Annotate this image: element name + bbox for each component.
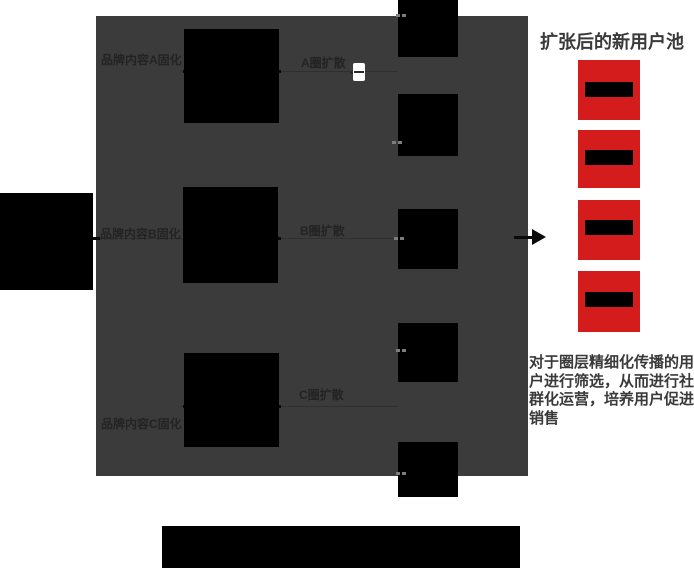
- redacted-label-bar: [585, 150, 633, 165]
- user-pool-box: [578, 130, 640, 188]
- spread-label-b: B圈扩散: [300, 224, 345, 238]
- diffusion-node: [398, 209, 458, 269]
- diffusion-panel: [96, 16, 528, 476]
- redacted-label-bar: [585, 82, 633, 97]
- connector-row-c: [181, 406, 398, 407]
- connector-row-a: [181, 71, 398, 72]
- row-c-content-label: 品牌内容C固化: [101, 417, 182, 431]
- connector-dash: [276, 237, 281, 240]
- spread-label-a: A圈扩散: [301, 56, 346, 70]
- brand-content-box-b: [183, 187, 278, 283]
- diffusion-node: [398, 0, 458, 57]
- redacted-label-bar: [585, 220, 633, 235]
- right-arrow-icon: [532, 229, 546, 245]
- node-marker: [396, 472, 400, 475]
- node-marker: [396, 14, 400, 17]
- user-pool-box: [578, 271, 640, 332]
- brand-content-box-c: [184, 353, 279, 447]
- connector-stub-left-box: [88, 237, 100, 240]
- device-icon-line: [350, 72, 353, 74]
- node-marker: [394, 237, 398, 240]
- diffusion-node: [398, 442, 458, 497]
- diffusion-node: [398, 323, 458, 382]
- diffusion-node: [398, 94, 458, 156]
- new-pool-title: 扩张后的新用户池: [540, 32, 684, 52]
- device-icon-line: [354, 71, 364, 73]
- node-marker: [396, 349, 400, 352]
- spread-label-c: C圈扩散: [299, 388, 344, 402]
- user-pool-box: [578, 60, 640, 120]
- brand-content-box-a: [184, 29, 279, 123]
- redacted-label-bar: [585, 292, 633, 307]
- right-arrow-icon: [514, 236, 533, 239]
- user-pool-box: [578, 200, 640, 260]
- row-a-content-label: 品牌内容A固化: [101, 53, 182, 67]
- device-icon: [350, 63, 365, 81]
- note-text: 对于圈层精细化传播的用户进行筛选，从而进行社群化运营，培养用户促进销售: [529, 354, 694, 427]
- node-marker: [392, 141, 396, 144]
- source-pool-box: [0, 193, 93, 290]
- caption-bar: [162, 526, 520, 568]
- row-b-content-label: 品牌内容B固化: [100, 227, 181, 241]
